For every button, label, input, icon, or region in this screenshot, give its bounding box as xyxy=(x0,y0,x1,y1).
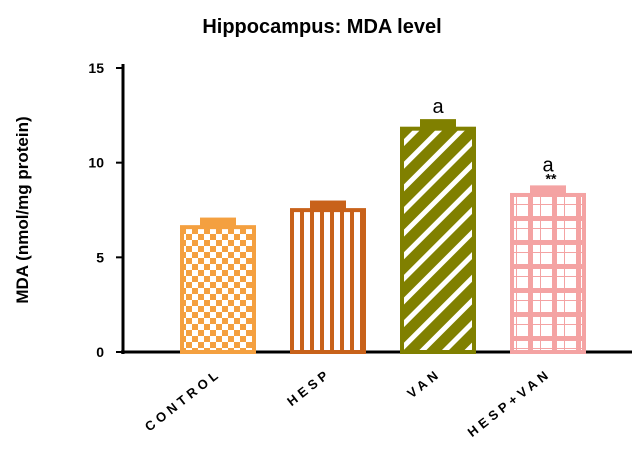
significance-label: a xyxy=(542,154,554,176)
bar-van xyxy=(400,126,476,354)
y-axis-label: MDA (nmol/mg protein) xyxy=(13,116,32,303)
y-tick-label: 5 xyxy=(96,249,104,265)
x-tick-labels: CONTROL HESP VAN HESP+VAN xyxy=(142,366,554,440)
error-bar xyxy=(310,200,346,211)
error-bar xyxy=(530,185,566,195)
significance-label: a xyxy=(432,96,444,118)
x-tick-label: CONTROL xyxy=(142,366,224,435)
error-bar xyxy=(420,119,456,129)
y-tick-label: 0 xyxy=(96,344,104,360)
x-tick-label: HESP+VAN xyxy=(465,366,554,440)
chart-title: Hippocampus: MDA level xyxy=(202,16,441,38)
bar-control xyxy=(180,225,256,354)
x-tick-label: HESP xyxy=(284,366,334,409)
significance-label: ** xyxy=(546,170,557,186)
bar-hesp xyxy=(290,208,366,354)
error-bar xyxy=(200,217,236,228)
x-tick-label: VAN xyxy=(404,366,444,402)
y-tick-label: 10 xyxy=(88,155,104,171)
y-ticks: 0 5 10 15 xyxy=(88,60,123,360)
bars: aa** xyxy=(180,96,586,354)
bar-hesp-van xyxy=(510,192,586,354)
y-tick-label: 15 xyxy=(88,60,104,76)
